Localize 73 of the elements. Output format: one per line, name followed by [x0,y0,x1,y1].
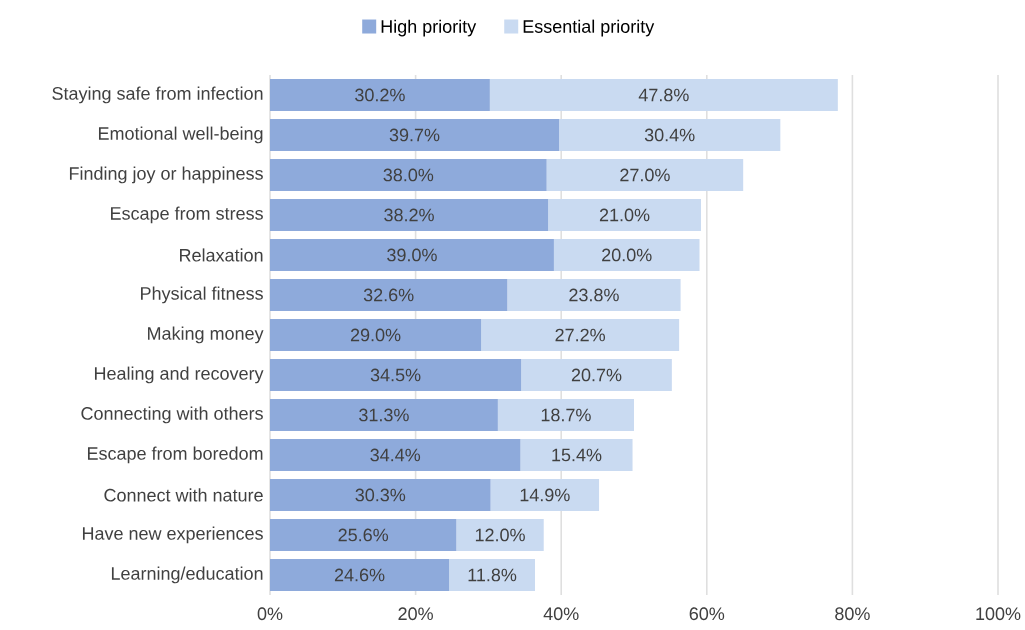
data-label: 14.9% [520,488,570,502]
data-label: 25.6% [338,528,389,542]
data-label: 20.7% [571,368,622,382]
y-tick-label: Finding joy or happiness [69,166,263,184]
data-label: 39.0% [387,248,437,262]
data-label: 24.6% [334,568,385,582]
data-label: 21.0% [599,208,650,222]
bar [548,198,701,231]
y-tick-label: Connect with nature [104,488,263,502]
data-label: 38.2% [384,208,434,222]
x-tick-label: 40% [543,607,579,621]
x-tick-label: 100% [976,607,1021,621]
y-tick-label: Physical fitness [141,286,263,304]
y-tick-label: Have new experiences [82,526,263,544]
data-label: 29.0% [350,328,401,342]
y-tick-label: Relaxation [180,248,263,262]
bar [456,518,544,551]
data-label: 31.3% [359,408,409,422]
x-tick-label: 0% [257,607,283,621]
data-label: 23.8% [569,288,619,302]
bar [270,118,560,151]
data-label: 11.8% [468,568,517,582]
bar [270,358,522,391]
data-label: 30.3% [355,488,406,502]
data-label: 39.7% [389,128,440,142]
legend-label: High priority [381,19,477,37]
bar [481,318,680,351]
data-label: 12.0% [475,528,525,542]
data-label: 27.0% [620,168,670,182]
bar [546,158,744,191]
y-tick-label: Connecting with others [81,406,263,424]
x-tick-label: 60% [689,607,725,621]
bar [270,518,457,551]
data-label: 38.0% [383,168,434,182]
bar [270,238,554,271]
data-label: 34.4% [370,448,421,462]
bar [520,438,633,471]
bar [270,78,490,111]
legend-label: Essential priority [523,19,655,37]
bar [270,318,482,351]
data-label: 30.4% [644,128,695,142]
bar [559,118,781,151]
data-label: 32.6% [363,288,414,302]
bar [521,358,672,391]
x-tick-label: 20% [398,607,433,621]
bar [270,478,491,511]
data-label: 30.2% [355,88,405,102]
data-label: 47.8% [638,88,689,102]
data-label: 15.4% [552,448,602,462]
bar [270,398,498,431]
bar [490,478,600,511]
y-tick-label: Making money [148,326,264,344]
bar [270,198,549,231]
bar [449,558,535,591]
bar [270,438,521,471]
y-tick-label: Learning/education [111,566,263,584]
y-tick-label: Healing and recovery [94,366,264,384]
y-tick-label: Escape from boredom [87,446,263,464]
y-tick-label: Staying safe from infection [52,86,263,104]
bar [553,238,700,271]
data-label: 27.2% [555,328,606,342]
bar [270,278,508,311]
bar [497,398,634,431]
bar [270,558,450,591]
bar [270,158,547,191]
bar [507,278,681,311]
bar [489,78,838,111]
y-tick-label: Escape from stress [111,206,263,224]
y-tick-label: Emotional well-being [98,126,263,144]
data-label: 34.5% [370,368,421,382]
x-tick-label: 80% [835,607,870,621]
data-label: 20.0% [602,248,652,262]
data-label: 18.7% [541,408,591,422]
